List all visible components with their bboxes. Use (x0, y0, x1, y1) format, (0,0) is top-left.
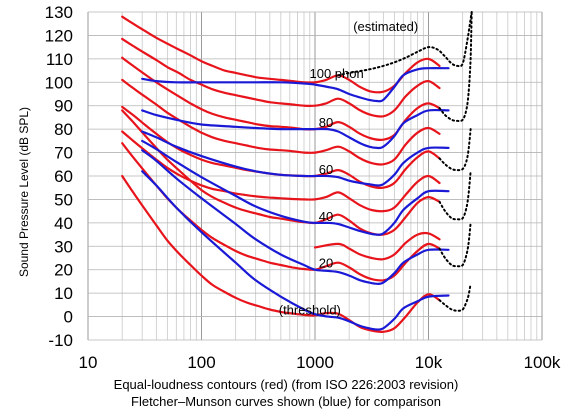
y-tick-label: 70 (54, 144, 73, 163)
y-tick-label: 130 (45, 3, 73, 22)
fletcher-munson-curve-60 (141, 130, 450, 187)
chart-annotations: (estimated) 100 phon 80 60 40 20 (threshold) (279, 19, 419, 317)
caption-line-2: Fletcher–Munson curves shown (blue) for … (131, 394, 441, 409)
y-tick-label: 110 (46, 50, 73, 69)
annotation-label: 60 (319, 162, 333, 177)
estimated-curve-60 (438, 128, 472, 172)
x-tick-label: 100k (524, 353, 561, 372)
y-tick-label: 10 (54, 284, 73, 303)
y-tick-label: 40 (54, 214, 73, 233)
caption-line-1: Equal-loudness contours (red) (from ISO … (114, 377, 459, 392)
fletcher-munson-curve-20 (141, 149, 450, 285)
y-tick-label: 0 (64, 308, 73, 327)
fletcher-munson-curve-40 (141, 139, 450, 236)
annotation-label: 100 phon (309, 66, 363, 81)
y-tick-label: 30 (54, 237, 73, 256)
x-tick-labels: 10 100 1000 10k 100k (79, 353, 561, 372)
fletcher-munson-curve-80 (141, 108, 450, 150)
annotation-label: (estimated) (353, 19, 418, 34)
y-tick-label: 60 (54, 167, 73, 186)
iso-contour-50 (121, 130, 441, 213)
y-tick-labels: -10 0 10 20 30 40 50 60 70 80 90 100 110 120 130 (45, 3, 73, 350)
annotation-label: 40 (319, 209, 333, 224)
y-tick-label: 20 (54, 261, 73, 280)
chart-series (121, 11, 473, 333)
y-tick-label: 50 (54, 190, 73, 209)
y-tick-label: 100 (45, 73, 73, 92)
annotation-label: 80 (319, 115, 333, 130)
iso-contour-70 (121, 78, 441, 166)
y-tick-label: 120 (45, 26, 73, 45)
y-tick-label: -10 (48, 331, 73, 350)
iso-contour-0 (121, 174, 441, 333)
annotation-label: (threshold) (279, 303, 341, 318)
y-tick-label: 80 (54, 120, 73, 139)
fletcher-munson-curve-0 (141, 170, 450, 331)
estimated-curve-40 (438, 170, 472, 221)
iso-contour-90 (121, 37, 441, 118)
iso-contour-30 (313, 231, 441, 261)
estimated-curve-80 (438, 11, 473, 123)
estimated-curve-100 (337, 11, 473, 77)
x-tick-label: 1000 (296, 353, 334, 372)
y-tick-label: 90 (54, 97, 73, 116)
estimated-curve-0 (438, 282, 472, 312)
x-tick-label: 100 (187, 353, 215, 372)
y-axis-label: Sound Pressure Level (dB SPL) (17, 107, 31, 277)
estimated-curve-20 (438, 221, 472, 268)
x-tick-label: 10 (79, 353, 98, 372)
annotation-label: 20 (319, 256, 333, 271)
iso-contour-80 (121, 56, 441, 142)
fletcher-munson-curve-100 (141, 67, 450, 103)
x-tick-label: 10k (415, 353, 443, 372)
iso-contour-100 (121, 15, 441, 94)
iso-contour-40 (121, 109, 441, 236)
